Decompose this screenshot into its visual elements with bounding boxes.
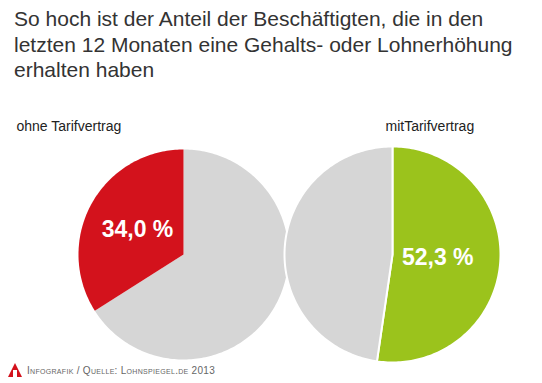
- svg-text:mitTarifvertrag: mitTarifvertrag: [386, 118, 475, 134]
- svg-text:52,3 %: 52,3 %: [402, 244, 474, 270]
- html-text:So hoch ist der Anteil der Bes: So hoch ist der Anteil der Beschäftigten…: [14, 7, 513, 82]
- svg-text:ohne Tarifvertrag: ohne Tarifvertrag: [17, 118, 122, 134]
- svg-text:34,0 %: 34,0 %: [102, 216, 174, 242]
- html-text:Infografik / Quelle: Lohnspieg: Infografik / Quelle: Lohnspiegel.de 2013: [27, 364, 216, 376]
